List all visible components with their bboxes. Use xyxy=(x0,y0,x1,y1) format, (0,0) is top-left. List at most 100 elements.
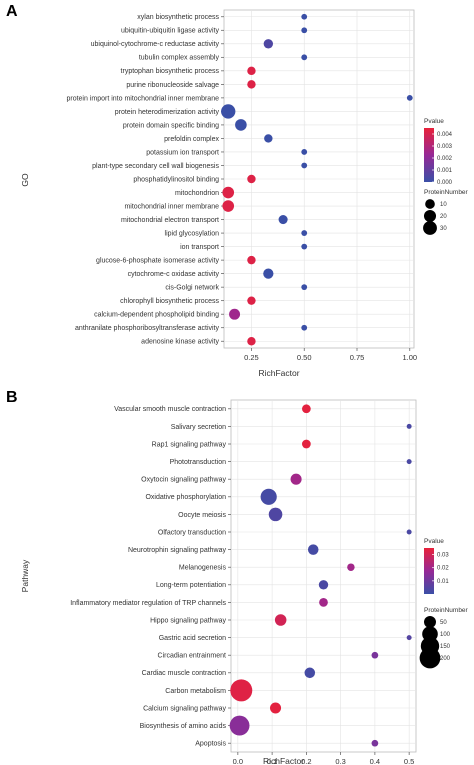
data-point xyxy=(278,215,288,225)
data-point xyxy=(301,13,308,20)
category-label: Hippo signaling pathway xyxy=(150,617,226,624)
category-label: protein heterodimerization activity xyxy=(115,109,220,116)
category-label: Oxidative phosphorylation xyxy=(145,494,226,501)
category-label: Inflammatory mediator regulation of TRP … xyxy=(70,600,226,607)
category-label: tryptophan biosynthetic process xyxy=(121,68,220,75)
data-point xyxy=(301,243,308,250)
category-label: potassium ion transport xyxy=(146,149,219,156)
category-label: glucose-6-phosphate isomerase activity xyxy=(96,258,219,265)
plot-area xyxy=(230,399,417,753)
data-point xyxy=(268,507,283,522)
x-tick-label: 0.3 xyxy=(335,757,345,765)
category-label: xylan biosynthetic process xyxy=(137,14,219,21)
panel-label-a: A xyxy=(6,3,18,20)
data-point xyxy=(222,200,235,212)
data-point xyxy=(347,563,355,571)
category-label: Calcium signaling pathway xyxy=(143,705,226,712)
size-legend-title: ProteinNumber xyxy=(424,607,469,614)
size-legend-label: 50 xyxy=(440,620,447,626)
category-label: ubiquitin-ubiquitin ligase activity xyxy=(121,28,220,35)
category-label: Oxytocin signaling pathway xyxy=(141,477,226,484)
data-point xyxy=(235,119,247,131)
category-label: anthranilate phosphoribosyltransferase a… xyxy=(75,325,219,332)
data-point xyxy=(301,149,308,155)
size-legend-label: 100 xyxy=(440,632,451,638)
color-legend-label: 0.003 xyxy=(437,144,453,150)
data-point xyxy=(301,162,308,169)
category-label: chlorophyll biosynthetic process xyxy=(120,298,219,305)
data-point xyxy=(301,404,311,414)
category-label: phosphatidylinositol binding xyxy=(133,176,219,183)
category-label: Phototransduction xyxy=(170,459,227,466)
data-point xyxy=(264,134,273,143)
data-point xyxy=(304,667,316,679)
color-legend-title: Pvalue xyxy=(424,538,444,545)
color-legend-label: 0.03 xyxy=(437,553,449,559)
category-label: Rap1 signaling pathway xyxy=(152,441,227,448)
color-legend-label: 0.002 xyxy=(437,156,453,162)
data-point xyxy=(222,186,235,199)
color-legend-label: 0.01 xyxy=(437,579,449,585)
data-point xyxy=(270,702,282,714)
size-legend-title: ProteinNumber xyxy=(424,189,469,196)
category-label: prefoldin complex xyxy=(164,136,219,143)
color-bar xyxy=(424,128,434,182)
category-label: purine ribonucleoside salvage xyxy=(126,82,219,89)
data-point xyxy=(221,104,236,119)
pathway-bubble-chart: 0.0 0.1 0.2 0.3 0.4 0.5 Vascular smooth muscle… xyxy=(20,399,469,765)
category-label: Neurotrophin signaling pathway xyxy=(128,547,227,554)
size-legend-bubble xyxy=(423,209,437,223)
x-tick-label: 0.5 xyxy=(404,757,414,765)
data-point xyxy=(247,80,256,89)
category-label: Gastric acid secretion xyxy=(159,635,226,642)
data-point xyxy=(318,580,329,590)
color-legend-label: 0.02 xyxy=(437,566,449,572)
size-legend-label: 30 xyxy=(440,226,447,232)
category-label: Biosynthesis of amino acids xyxy=(140,723,227,730)
color-legend-label: 0.001 xyxy=(437,168,453,174)
category-label: protein import into mitochondrial inner … xyxy=(66,95,219,102)
category-label: Melanogenesis xyxy=(179,565,227,572)
data-point xyxy=(260,488,277,505)
data-point xyxy=(229,715,250,736)
data-point xyxy=(247,174,256,184)
data-point xyxy=(301,324,308,331)
category-label: Long-term potentiation xyxy=(156,582,226,589)
x-tick-label: 0.1 xyxy=(267,757,277,765)
category-label: Circadian entrainment xyxy=(158,653,227,660)
size-legend-label: 150 xyxy=(440,644,451,650)
x-tick-label: 0.0 xyxy=(233,757,243,765)
data-point xyxy=(274,614,287,626)
data-point xyxy=(301,230,308,236)
size-legend-bubble xyxy=(423,221,437,235)
category-label: mitochondrial inner membrane xyxy=(124,203,219,210)
category-label: Olfactory transduction xyxy=(158,529,226,536)
category-label: adenosine kinase activity xyxy=(141,339,219,346)
category-label: lipid glycosylation xyxy=(165,230,220,237)
size-legend-label: 20 xyxy=(440,214,447,220)
y-axis-title: Pathway xyxy=(20,559,30,592)
data-point xyxy=(301,439,311,449)
data-point xyxy=(229,308,241,320)
x-axis-title: RichFactor xyxy=(263,756,304,765)
category-label: Vascular smooth muscle contraction xyxy=(114,406,226,413)
category-label: tubulin complex assembly xyxy=(139,55,220,62)
category-label: Salivary secretion xyxy=(171,424,226,431)
data-point xyxy=(230,679,253,702)
category-label: calcium-dependent phospholipid binding xyxy=(94,312,219,319)
y-axis-title: GO xyxy=(20,173,30,187)
category-label: cis-Golgi network xyxy=(165,285,219,292)
data-point xyxy=(307,544,319,555)
data-point xyxy=(406,423,412,429)
data-point xyxy=(371,651,379,659)
data-point xyxy=(301,284,308,291)
category-label: mitochondrion xyxy=(175,190,219,197)
category-label: protein domain specific binding xyxy=(123,122,219,129)
data-point xyxy=(319,598,328,607)
category-label: mitochondrial electron transport xyxy=(121,217,219,224)
x-axis-title: RichFactor xyxy=(258,368,299,378)
color-bar xyxy=(424,548,434,594)
data-point xyxy=(371,739,379,747)
x-tick-label: 1.00 xyxy=(402,353,417,362)
